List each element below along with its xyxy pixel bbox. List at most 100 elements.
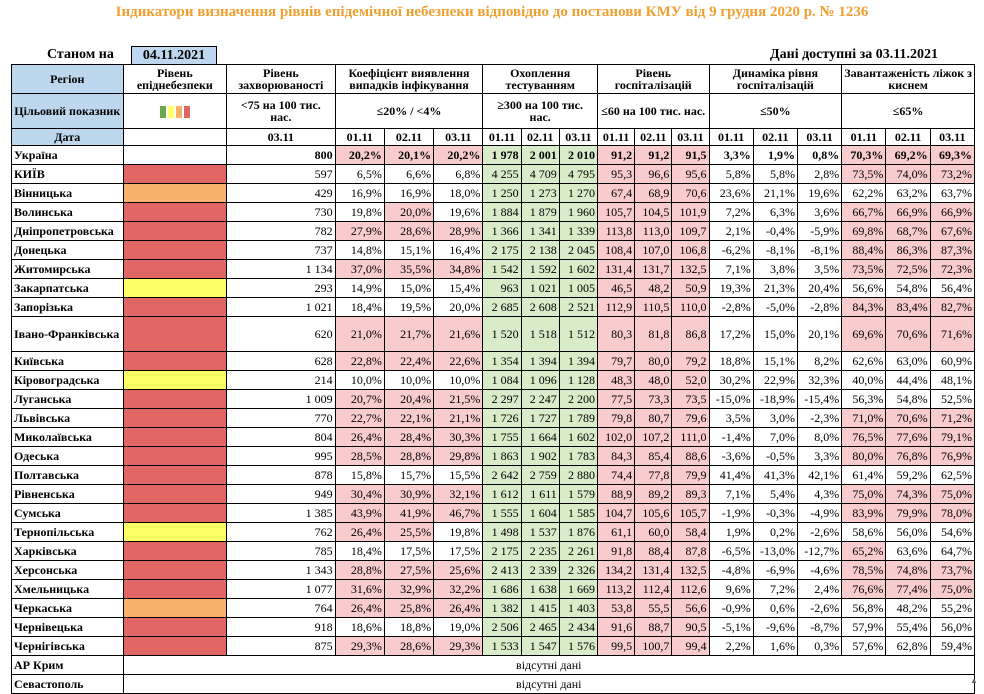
detection-value: 20,4% [383, 389, 435, 409]
hosp-value: 88,4 [634, 541, 673, 561]
hosp-dyn-value: -4,9% [796, 503, 843, 523]
hosp-dyn-value: 22,9% [752, 370, 798, 390]
table-row: Одеська 995 28,5% 28,8% 29,8% 1 863 1 902 1 783… [11, 446, 976, 466]
testing-value: 1 884 [482, 202, 522, 222]
hosp-value: 91,6 [596, 617, 636, 637]
hosp-value: 96,6 [634, 164, 673, 184]
detection-value: 21,1% [433, 408, 484, 428]
testing-value: 2 506 [482, 617, 522, 637]
hosp-dyn-value: 15,1% [752, 351, 798, 371]
hosp-value: 56,6 [671, 598, 710, 618]
testing-value: 2 175 [482, 240, 522, 260]
hosp-dyn-value: 23,6% [708, 183, 754, 203]
oxygen-value: 62,5% [929, 465, 976, 485]
data-available-label: Дані доступні за 03.11.2021 [770, 47, 938, 62]
testing-value: 1 669 [558, 579, 598, 599]
hosp-value: 67,4 [596, 183, 636, 203]
hosp-value: 99,5 [596, 636, 636, 656]
testing-value: 1 876 [558, 522, 598, 542]
testing-value: 2 434 [558, 617, 598, 637]
oxygen-value: 70,6% [885, 408, 931, 428]
oxygen-value: 56,3% [841, 389, 887, 409]
region-name: Харківська [11, 541, 124, 561]
oxygen-value: 62,2% [841, 183, 887, 203]
detection-value: 21,7% [383, 316, 435, 352]
hosp-value: 112,4 [634, 579, 673, 599]
detection-value: 20,2% [334, 145, 385, 165]
hosp-dyn-value: -6,9% [752, 560, 798, 580]
missing-data-note: відсутні дані [122, 655, 976, 675]
detection-value: 28,4% [383, 427, 435, 447]
hosp-value: 55,5 [634, 598, 673, 618]
table-row: Луганська 1 009 20,7% 20,4% 21,5% 2 297 2 247 2… [11, 389, 976, 409]
hosp-value: 88,7 [634, 617, 673, 637]
oxygen-value: 59,2% [885, 465, 931, 485]
hosp-value: 88,9 [596, 484, 636, 504]
detection-value: 14,8% [334, 240, 385, 260]
hosp-dyn-value: -6,5% [708, 541, 754, 561]
oxygen-value: 66,9% [929, 202, 976, 222]
hosp-value: 131,4 [596, 259, 636, 279]
detection-value: 18,8% [383, 617, 435, 637]
date-dyn-3: 03.11 [796, 128, 843, 146]
oxygen-value: 48,2% [885, 598, 931, 618]
header-incidence: Рівень захворюваності [226, 64, 336, 94]
header-hosp: Рівень госпіталізацій [596, 64, 710, 94]
danger-level-cell [122, 164, 228, 184]
hosp-value: 134,2 [596, 560, 636, 580]
hosp-value: 113,2 [596, 579, 636, 599]
oxygen-value: 71,2% [929, 408, 976, 428]
danger-level-cell [122, 221, 228, 241]
testing-value: 1 879 [520, 202, 560, 222]
testing-value: 1 602 [558, 259, 598, 279]
oxygen-value: 73,2% [929, 164, 976, 184]
hosp-dyn-value: 19,6% [796, 183, 843, 203]
scroll-indicator-icon: ▲ [970, 676, 978, 685]
oxygen-value: 57,6% [841, 636, 887, 656]
oxygen-value: 67,6% [929, 221, 976, 241]
detection-value: 15,8% [334, 465, 385, 485]
detection-value: 27,5% [383, 560, 435, 580]
incidence-value: 800 [226, 145, 336, 165]
table-row: Донецька 737 14,8% 15,1% 16,4% 2 175 2 138 2 04… [11, 240, 976, 260]
hosp-value: 99,4 [671, 636, 710, 656]
header-oxygen: Завантаженість ліжок з киснем [841, 64, 975, 94]
oxygen-value: 76,5% [841, 427, 887, 447]
table-row: Тернопільська 762 26,4% 25,5% 19,8% 1 498 1 53… [11, 522, 976, 542]
hosp-dyn-value: 8,0% [796, 427, 843, 447]
date-hosp-3: 03.11 [671, 128, 710, 146]
hosp-value: 89,3 [671, 484, 710, 504]
date-dyn-1: 01.11 [708, 128, 754, 146]
oxygen-value: 84,3% [841, 297, 887, 317]
table-row: Хмельницька 1 077 31,6% 32,9% 32,2% 1 686 1 63… [11, 579, 976, 599]
detection-value: 18,6% [334, 617, 385, 637]
indicators-table: Регіон Рівень епіднебезпеки Рівень захво… [11, 64, 976, 694]
oxygen-value: 86,3% [885, 240, 931, 260]
detection-value: 18,4% [334, 541, 385, 561]
legend-swatch [175, 105, 182, 118]
hosp-value: 77,5 [596, 389, 636, 409]
danger-level-cell [122, 579, 228, 599]
hosp-value: 100,7 [634, 636, 673, 656]
detection-value: 31,6% [334, 579, 385, 599]
hosp-value: 113,0 [634, 221, 673, 241]
detection-value: 15,4% [433, 278, 484, 298]
as-of-label: Станом на [47, 47, 114, 62]
oxygen-value: 55,4% [885, 617, 931, 637]
detection-value: 30,4% [334, 484, 385, 504]
hosp-value: 90,5 [671, 617, 710, 637]
table-row: Закарпатська 293 14,9% 15,0% 15,4% 963 1 021 1 … [11, 278, 976, 298]
incidence-value: 1 343 [226, 560, 336, 580]
hosp-value: 84,3 [596, 446, 636, 466]
detection-value: 37,0% [334, 259, 385, 279]
table-row: Україна 800 20,2% 20,1% 20,2% 1 978 2 001 2 010… [11, 145, 976, 165]
testing-value: 2 339 [520, 560, 560, 580]
testing-value: 1 270 [558, 183, 598, 203]
hosp-value: 53,8 [596, 598, 636, 618]
detection-value: 26,4% [334, 522, 385, 542]
hosp-value: 46,5 [596, 278, 636, 298]
testing-value: 1 664 [520, 427, 560, 447]
detection-value: 28,9% [433, 221, 484, 241]
hosp-dyn-value: -3,6% [708, 446, 754, 466]
detection-value: 15,7% [383, 465, 435, 485]
